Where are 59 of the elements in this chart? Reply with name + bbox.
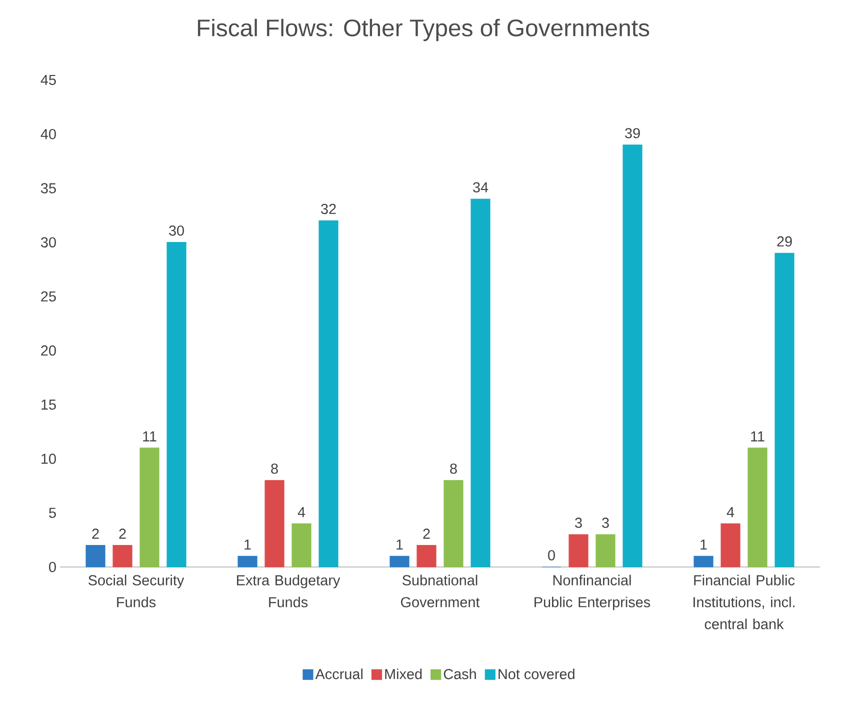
- data-label: 4: [726, 507, 734, 518]
- y-tick-label: 15: [42, 400, 56, 410]
- bar: [166, 242, 186, 568]
- bar: [596, 534, 616, 568]
- x-tick-label: Extra Budgetary Funds: [237, 574, 340, 608]
- y-tick-label: 45: [40, 74, 56, 86]
- data-label: 30: [169, 225, 184, 236]
- bar: [416, 545, 436, 568]
- bar: [86, 545, 106, 568]
- data-label: 8: [450, 464, 457, 474]
- y-tick-label: 30: [40, 237, 56, 248]
- data-label: 34: [473, 182, 488, 192]
- bar: [622, 144, 642, 568]
- data-label: 11: [143, 431, 156, 442]
- legend-label: Accrual: [315, 668, 362, 680]
- chart-title: Fiscal Flows: Other Types of Governments: [198, 18, 650, 42]
- bar: [140, 448, 160, 568]
- bar: [748, 448, 768, 568]
- data-label: 2: [119, 528, 126, 539]
- bar: [568, 534, 588, 568]
- data-label: 2: [423, 528, 430, 539]
- bar: [264, 480, 284, 568]
- data-label: 1: [396, 540, 403, 550]
- data-label: 39: [625, 128, 640, 138]
- bar: [774, 252, 794, 568]
- data-label: 4: [298, 507, 306, 518]
- y-tick-label: 35: [40, 183, 56, 194]
- data-label: 1: [700, 540, 707, 550]
- y-tick-label: 25: [41, 291, 56, 302]
- bar: [112, 545, 132, 568]
- bar: [694, 556, 714, 568]
- y-tick-label: 0: [49, 562, 56, 572]
- data-label: 11: [751, 431, 764, 442]
- bar: [390, 556, 410, 568]
- bar: [470, 198, 490, 568]
- data-label: 2: [92, 528, 99, 539]
- bar: [444, 480, 464, 568]
- x-tick-label: Social Security Funds: [88, 574, 184, 608]
- y-tick-label: 10: [42, 454, 56, 464]
- bar: [292, 523, 312, 568]
- y-tick-label: 5: [49, 508, 56, 518]
- data-label: 3: [575, 518, 582, 528]
- data-label: 32: [321, 204, 336, 214]
- bar: [318, 220, 338, 568]
- data-label: 29: [777, 236, 792, 247]
- bar: [720, 523, 740, 568]
- legend-label: Not covered: [498, 668, 574, 680]
- legend-label: Cash: [444, 668, 476, 680]
- x-tick-label: Subnational Government: [400, 574, 480, 608]
- bar: [238, 556, 258, 568]
- data-label: 3: [602, 518, 609, 528]
- legend-label: Mixed: [385, 668, 422, 680]
- data-label: 8: [271, 464, 278, 474]
- y-tick-label: 40: [40, 128, 56, 140]
- data-label: 0: [548, 550, 555, 560]
- x-tick-label: Nonfinancial Public Enterprises: [534, 574, 650, 610]
- y-tick-label: 20: [41, 345, 56, 356]
- data-label: 1: [244, 540, 251, 550]
- x-tick-label: Financial Public Institutions, incl. central bank: [694, 574, 795, 630]
